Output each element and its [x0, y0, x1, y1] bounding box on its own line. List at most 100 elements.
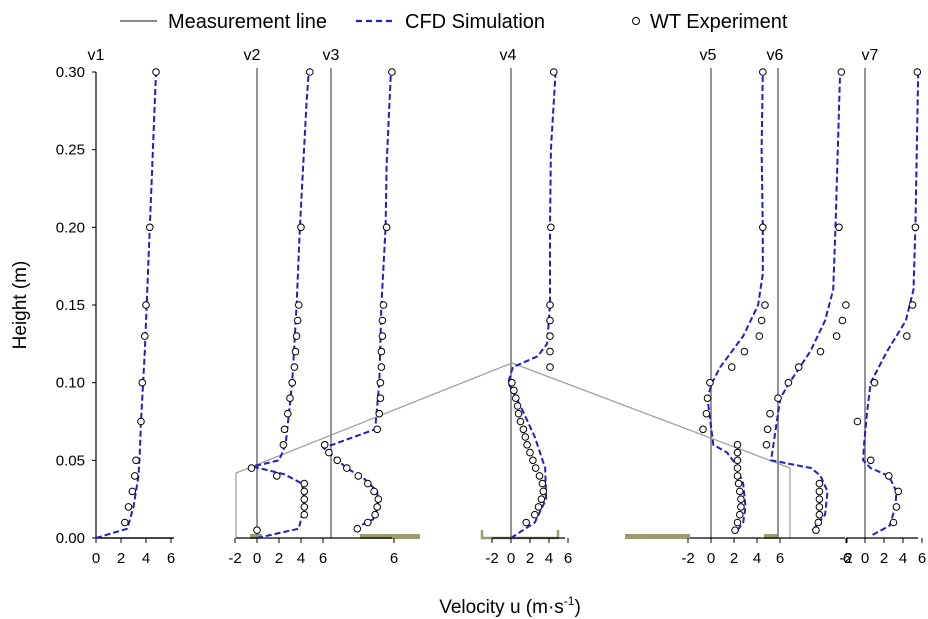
x-tick-label: 6: [390, 550, 398, 567]
y-axis-label: Height (m): [10, 261, 31, 350]
wt-experiment-point: [815, 510, 824, 519]
x-tick-label: 2: [730, 550, 738, 567]
wt-experiment-point: [377, 347, 386, 356]
wt-experiment-point: [508, 378, 516, 387]
wt-experiment-point: [526, 448, 534, 457]
wt-experiment-point: [279, 441, 288, 449]
wt-experiment-point: [538, 479, 547, 488]
profile-v6: v6 6: [762, 47, 851, 567]
wt-experiment-point: [761, 301, 769, 309]
wt-experiment-point: [333, 456, 342, 465]
wt-experiment-point: [550, 68, 558, 76]
wt-experiment-point: [546, 301, 554, 309]
wt-experiment-point: [131, 472, 139, 480]
wt-experiment-point: [378, 316, 387, 325]
wt-experiment-point: [297, 223, 305, 232]
wt-experiment-point: [247, 464, 256, 472]
wt-experiment-point: [513, 402, 522, 410]
x-tick-label: 4: [142, 550, 150, 567]
x-tick-label: 6: [918, 550, 926, 567]
wt-experiment-point: [354, 472, 363, 480]
wt-experiment-point: [842, 301, 850, 309]
wt-experiment-point: [378, 332, 387, 340]
wt-experiment-point: [353, 524, 362, 533]
wt-experiment-point: [913, 68, 922, 76]
wt-experiment-point: [727, 363, 736, 371]
wt-experiment-point: [531, 464, 540, 472]
x-tick-label: 4: [297, 550, 305, 567]
wt-experiment-point: [866, 456, 875, 465]
x-tick-label: -2: [485, 550, 498, 567]
wt-experiment-point: [546, 363, 554, 371]
legend-wt-experiment-marker: [632, 17, 640, 25]
wt-experiment-point: [306, 68, 314, 76]
wt-experiment-point: [373, 503, 382, 511]
cfd-simulation-line: [769, 71, 842, 531]
wt-experiment-point: [152, 68, 160, 76]
wt-experiment-point: [766, 409, 774, 418]
wt-experiment-point: [734, 479, 743, 488]
wt-experiment-point: [141, 332, 149, 340]
wt-experiment-point: [374, 495, 383, 504]
y-tick-label: 0.00: [56, 530, 85, 547]
wt-experiment-point: [815, 495, 824, 504]
building-roof-outline: [235, 362, 791, 474]
legend-cfd-simulation-label: CFD Simulation: [405, 11, 545, 33]
wt-experiment-point: [522, 518, 531, 527]
x-tick-label: -2: [681, 550, 694, 567]
x-tick-label: 2: [275, 550, 283, 567]
wt-experiment-point: [325, 448, 333, 457]
wt-experiment-point: [755, 332, 764, 340]
legend-measurement-line-label: Measurement line: [168, 11, 327, 33]
wt-experiment-point: [292, 332, 301, 340]
wt-experiment-point: [132, 456, 140, 465]
wt-experiment-point: [699, 425, 707, 434]
model-block: [625, 534, 690, 539]
x-tick-label: 0: [507, 550, 515, 567]
wt-experiment-point: [539, 487, 548, 496]
x-tick-label: 2: [526, 550, 534, 567]
x-axis-label: Velocity u (m·s-1): [439, 594, 581, 618]
wt-experiment-point: [815, 503, 824, 511]
wt-experiment-point: [295, 301, 303, 309]
wt-experiment-point: [510, 386, 518, 395]
wt-experiment-point: [253, 526, 261, 535]
wt-experiment-point: [911, 223, 920, 232]
wt-experiment-point: [774, 394, 782, 403]
x-tick-label: 2: [117, 550, 125, 567]
wt-experiment-point: [546, 316, 554, 325]
wt-experiment-point: [138, 378, 147, 387]
x-axis-label-main: Velocity u (m·s: [439, 597, 564, 618]
wt-experiment-point: [546, 332, 554, 340]
model-block: [360, 534, 420, 539]
wt-experiment-point: [284, 409, 292, 418]
wt-experiment-point: [370, 487, 378, 496]
cfd-simulation-line: [706, 71, 764, 531]
wt-experiment-point: [300, 487, 309, 496]
profile-v3: v3 6: [312, 47, 398, 567]
wt-experiment-point: [514, 409, 523, 418]
wt-experiment-point: [733, 456, 742, 465]
profile-label: v1: [88, 47, 105, 64]
wt-experiment-point: [377, 363, 386, 371]
wt-experiment-point: [529, 456, 537, 465]
wt-experiment-point: [702, 409, 711, 418]
wt-experiment-point: [376, 394, 385, 403]
wt-experiment-point: [382, 223, 391, 232]
wt-experiment-point: [388, 68, 396, 76]
legend-wt-experiment-label: WT Experiment: [650, 11, 788, 33]
wt-experiment-point: [733, 448, 742, 457]
wt-experiment-point: [894, 487, 903, 496]
y-tick-label: 0.10: [56, 375, 85, 392]
wt-experiment-point: [736, 510, 744, 519]
wt-experiment-point: [736, 487, 744, 496]
wt-experiment-point: [737, 503, 745, 511]
wt-experiment-point: [546, 347, 554, 356]
legend: Measurement line CFD Simulation WT Exper…: [120, 11, 788, 33]
wt-experiment-point: [814, 518, 823, 527]
wt-experiment-point: [759, 223, 767, 232]
wt-experiment-point: [293, 316, 302, 325]
wt-experiment-point: [142, 301, 150, 309]
wt-experiment-point: [731, 526, 739, 535]
